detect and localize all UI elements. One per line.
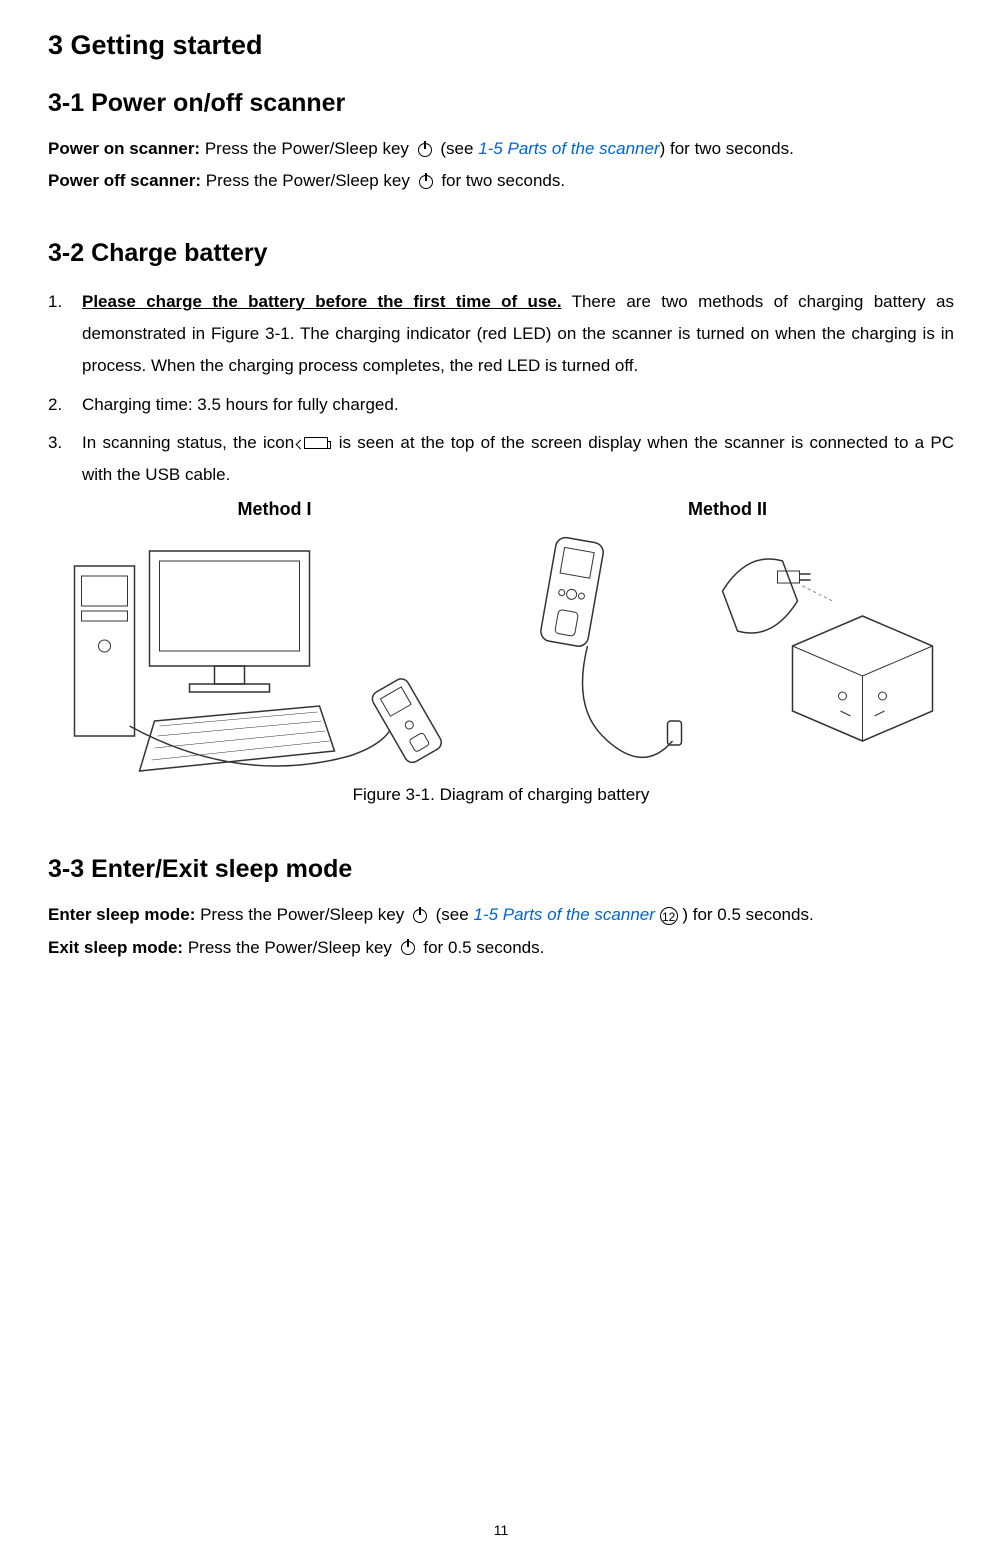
chapter-title: 3 Getting started [48,30,954,61]
list-item-3: 3. In scanning status, the icon is seen … [48,427,954,492]
list-num: 2. [48,389,82,421]
exit-sleep-label: Exit sleep mode: [48,938,183,957]
power-off-label: Power off scanner: [48,171,201,190]
power-on-label: Power on scanner: [48,139,200,158]
power-off-text-a: Press the Power/Sleep key [201,171,415,190]
list-body: In scanning status, the icon is seen at … [82,427,954,492]
section-33-heading: 3-3 Enter/Exit sleep mode [48,855,954,884]
power-icon [413,909,427,923]
enter-link[interactable]: 1-5 Parts of the scanner [473,905,654,924]
list-body: Please charge the battery before the fir… [82,286,954,383]
enter-sleep-para: Enter sleep mode: Press the Power/Sleep … [48,902,954,928]
power-off-text-b: for two seconds. [437,171,566,190]
enter-text-c [655,905,660,924]
power-on-text-c: ) for two seconds. [660,139,794,158]
section-32-heading: 3-2 Charge battery [48,239,954,268]
battery-charge-icon [304,437,328,449]
power-icon [418,143,432,157]
charge-list: 1. Please charge the battery before the … [48,286,954,492]
list-1-lead: Please charge the battery before the fir… [82,292,562,311]
power-off-para: Power off scanner: Press the Power/Sleep… [48,168,954,194]
list-3-pre: In scanning status, the icon [82,433,300,452]
section-31-heading: 3-1 Power on/off scanner [48,89,954,118]
method-1-diagram [48,526,501,776]
exit-text-b: for 0.5 seconds. [419,938,545,957]
enter-text-b: (see [431,905,474,924]
method-2-title: Method II [501,499,954,520]
method-1-col: Method I [48,499,501,781]
page-number: 11 [494,1522,509,1538]
figure-caption: Figure 3-1. Diagram of charging battery [48,785,954,805]
power-icon [401,941,415,955]
exit-sleep-para: Exit sleep mode: Press the Power/Sleep k… [48,935,954,961]
list-item-1: 1. Please charge the battery before the … [48,286,954,383]
method-2-col: Method II [501,499,954,781]
enter-sleep-label: Enter sleep mode: [48,905,195,924]
power-on-link[interactable]: 1-5 Parts of the scanner [478,139,659,158]
enter-text-d: ) for 0.5 seconds. [678,905,814,924]
power-on-para: Power on scanner: Press the Power/Sleep … [48,136,954,162]
methods-row: Method I [48,499,954,781]
method-2-diagram [501,526,954,776]
power-on-text-a: Press the Power/Sleep key [200,139,414,158]
exit-text-a: Press the Power/Sleep key [183,938,397,957]
list-num: 3. [48,427,82,492]
list-num: 1. [48,286,82,383]
list-body: Charging time: 3.5 hours for fully charg… [82,389,954,421]
power-on-text-b: (see [436,139,479,158]
power-icon [419,175,433,189]
enter-text-a: Press the Power/Sleep key [195,905,409,924]
method-1-title: Method I [48,499,501,520]
circled-twelve-icon: 12 [660,907,678,925]
list-item-2: 2. Charging time: 3.5 hours for fully ch… [48,389,954,421]
